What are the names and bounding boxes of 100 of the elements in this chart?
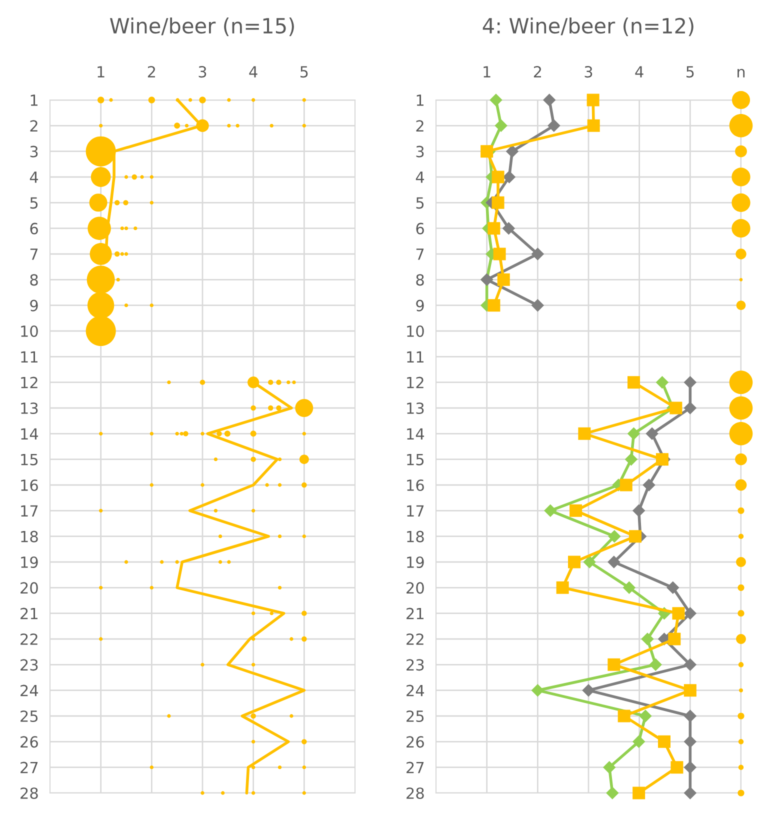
- point: [503, 170, 516, 184]
- y-tick-label: 10: [21, 325, 38, 338]
- point: [488, 222, 500, 235]
- y-tick-label: 4: [416, 172, 424, 183]
- y-tick-label: 16: [407, 479, 424, 492]
- point: [608, 556, 620, 568]
- y-tick-label: 6: [30, 222, 38, 234]
- point: [646, 428, 658, 440]
- point: [568, 556, 581, 568]
- point: [629, 530, 642, 543]
- point: [608, 658, 620, 671]
- point: [632, 504, 645, 517]
- point: [556, 581, 569, 594]
- y-tick-label: 27: [20, 762, 38, 774]
- y-tick-label: 2: [30, 120, 38, 132]
- y-tick-label: 24: [20, 684, 38, 696]
- point: [628, 428, 640, 440]
- x-tick-label: 5: [300, 66, 308, 78]
- x-tick-label: 1: [98, 66, 104, 78]
- point: [608, 530, 621, 542]
- y-tick-label: 20: [406, 582, 424, 594]
- y-tick-label: 15: [407, 454, 424, 466]
- point: [684, 786, 696, 800]
- x-tick-label: 4: [635, 66, 644, 78]
- y-tick-label: 23: [406, 659, 424, 671]
- point: [623, 582, 636, 594]
- y-tick-label: 22: [20, 633, 38, 645]
- y-tick-label: 20: [20, 582, 38, 594]
- x-tick-label: 3: [198, 66, 206, 78]
- y-tick-label: 17: [21, 505, 38, 516]
- y-tick-label: 7: [416, 248, 424, 260]
- y-tick-label: 22: [406, 633, 424, 645]
- point: [684, 736, 696, 748]
- y-tick-label: 13: [407, 402, 424, 414]
- point: [578, 427, 591, 440]
- point: [656, 453, 668, 466]
- point: [639, 710, 652, 722]
- y-tick-label: 6: [416, 222, 424, 234]
- point: [684, 376, 696, 388]
- point: [642, 478, 656, 492]
- point: [497, 273, 510, 286]
- y-tick-label: 8: [416, 274, 424, 286]
- y-tick-label: 14: [407, 428, 424, 440]
- point: [502, 222, 515, 234]
- y-tick-label: 4: [30, 172, 38, 183]
- point: [492, 196, 504, 209]
- y-tick-label: 2: [416, 120, 424, 132]
- point: [670, 402, 682, 414]
- y-tick-label: 9: [416, 300, 424, 312]
- y-tick-label: 25: [20, 710, 38, 722]
- point: [672, 607, 685, 620]
- x-tick-label: 5: [686, 66, 694, 78]
- point: [684, 402, 696, 414]
- point: [570, 504, 582, 517]
- point: [641, 632, 654, 646]
- y-tick-label: 24: [406, 684, 424, 696]
- y-tick-label: 18: [21, 530, 38, 542]
- point: [668, 632, 681, 646]
- x-tick-label: n: [738, 68, 745, 78]
- y-tick-label: 5: [30, 197, 38, 209]
- y-tick-label: 21: [406, 608, 424, 620]
- point: [603, 761, 616, 774]
- point: [684, 607, 696, 620]
- point: [620, 478, 632, 492]
- y-tick-label: 18: [407, 530, 424, 542]
- point: [650, 658, 662, 671]
- point: [488, 299, 500, 312]
- point: [493, 248, 506, 260]
- y-tick-label: 23: [20, 659, 38, 671]
- point: [627, 376, 640, 389]
- point: [506, 145, 518, 158]
- point: [606, 786, 618, 800]
- y-tick-label: 14: [21, 428, 38, 440]
- x-tick-label: 2: [148, 66, 155, 78]
- y-tick-label: 28: [20, 787, 38, 800]
- point: [543, 94, 556, 106]
- x-tick-label: 4: [249, 66, 258, 78]
- x-tick-label: 2: [534, 66, 541, 78]
- y-tick-label: 26: [20, 736, 38, 748]
- y-tick-label: 12: [21, 376, 38, 388]
- point: [684, 684, 696, 697]
- y-tick-label: 3: [30, 146, 38, 158]
- y-tick-label: 3: [416, 146, 424, 158]
- y-tick-label: 25: [406, 710, 424, 722]
- point: [658, 735, 670, 748]
- y-tick-label: 10: [407, 325, 424, 338]
- point: [532, 299, 544, 312]
- y-tick-label: 7: [30, 248, 38, 260]
- x-tick-label: 3: [584, 66, 592, 78]
- point: [632, 786, 646, 800]
- y-tick-label: 8: [30, 274, 38, 286]
- point: [583, 556, 596, 568]
- point: [494, 120, 508, 132]
- y-tick-label: 11: [407, 351, 424, 362]
- point: [656, 376, 668, 388]
- y-tick-label: 12: [407, 376, 424, 388]
- point: [490, 94, 502, 106]
- point: [582, 684, 595, 696]
- chart-title: Wine/beer (n=15): [110, 18, 294, 36]
- point: [666, 582, 679, 594]
